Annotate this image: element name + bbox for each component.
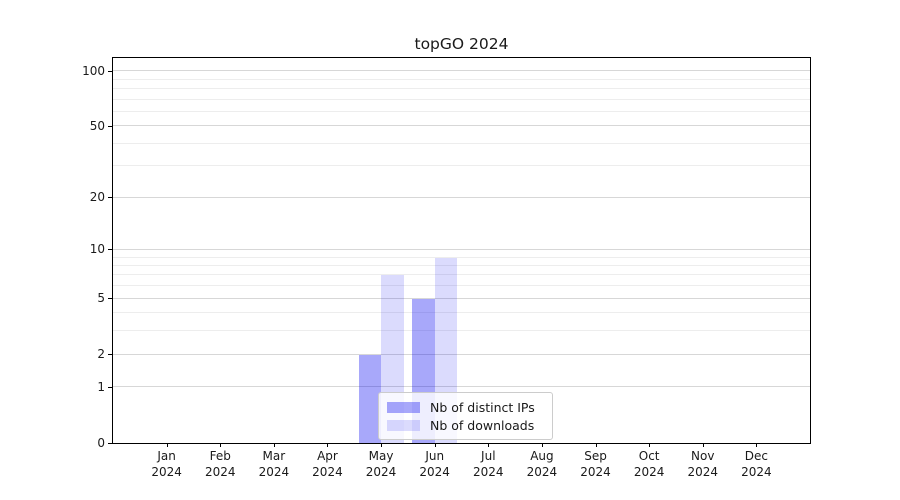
x-tick-mark <box>649 443 651 447</box>
minor-gridline <box>113 285 810 287</box>
x-tick-mark <box>434 443 436 447</box>
x-tick-label: Aug 2024 <box>526 449 558 479</box>
x-tick-mark <box>541 443 543 447</box>
major-gridline <box>113 386 810 388</box>
minor-gridline <box>113 330 810 332</box>
major-gridline <box>113 353 810 355</box>
x-tick-label: Nov 2024 <box>687 449 719 479</box>
legend-swatch-distinct-ips <box>387 401 420 413</box>
x-tick-label: Jan 2024 <box>151 449 182 479</box>
minor-gridline <box>113 256 810 258</box>
y-tick-label: 50 <box>89 118 105 133</box>
minor-gridline <box>113 88 810 89</box>
major-gridline <box>113 125 810 127</box>
x-tick-label: Dec 2024 <box>741 449 772 479</box>
legend-label-distinct-ips: Nb of distinct IPs <box>430 399 535 415</box>
bar-distinct-ips <box>358 354 382 443</box>
x-tick-label: Feb 2024 <box>204 449 236 479</box>
x-tick-label: Jun 2024 <box>419 449 450 479</box>
y-tick-label: 5 <box>97 291 105 306</box>
chart-title: topGO 2024 <box>414 35 509 53</box>
y-tick-mark <box>108 197 113 199</box>
x-tick-label: Jul 2024 <box>473 449 504 479</box>
x-tick-mark <box>702 443 704 447</box>
x-tick-mark <box>595 443 597 447</box>
minor-gridline <box>113 265 810 266</box>
legend-label-downloads: Nb of downloads <box>430 417 535 433</box>
x-tick-label: Sep 2024 <box>580 449 611 479</box>
minor-gridline <box>113 165 810 167</box>
x-tick-label: Oct 2024 <box>633 449 665 479</box>
major-gridline <box>113 70 810 72</box>
y-tick-label: 100 <box>82 63 105 78</box>
x-tick-mark <box>273 443 275 447</box>
y-tick-label: 1 <box>97 379 105 394</box>
minor-gridline <box>113 78 810 80</box>
y-tick-label: 2 <box>97 346 105 361</box>
plot-area: Nb of distinct IPs Nb of downloads <box>112 57 811 444</box>
major-gridline <box>113 196 810 198</box>
y-tick-mark <box>108 249 113 251</box>
minor-gridline <box>113 98 810 100</box>
major-gridline <box>113 297 810 299</box>
x-tick-mark <box>220 443 222 447</box>
y-tick-mark <box>108 442 113 444</box>
minor-gridline <box>113 274 810 276</box>
x-tick-mark <box>756 443 758 447</box>
x-tick-mark <box>381 443 383 447</box>
y-tick-mark <box>108 125 113 127</box>
y-tick-label: 20 <box>89 190 105 205</box>
minor-gridline <box>113 142 810 144</box>
minor-gridline <box>113 312 810 314</box>
x-tick-mark <box>488 443 490 447</box>
x-tick-label: Apr 2024 <box>312 449 343 479</box>
minor-gridline <box>113 110 810 112</box>
x-tick-label: Mar 2024 <box>258 449 290 479</box>
legend-item-distinct-ips: Nb of distinct IPs <box>387 398 544 416</box>
y-tick-label: 0 <box>97 435 105 450</box>
legend-swatch-downloads <box>387 419 420 431</box>
y-tick-mark <box>108 353 113 355</box>
major-gridline <box>113 248 810 250</box>
x-tick-mark <box>166 443 168 447</box>
x-tick-label: May 2024 <box>365 449 397 479</box>
y-tick-mark <box>108 70 113 72</box>
y-tick-mark <box>108 386 113 388</box>
legend-item-downloads: Nb of downloads <box>387 416 544 434</box>
x-tick-mark <box>327 443 329 447</box>
y-tick-mark <box>108 298 113 300</box>
y-tick-label: 10 <box>89 242 105 257</box>
legend: Nb of distinct IPs Nb of downloads <box>378 392 553 440</box>
